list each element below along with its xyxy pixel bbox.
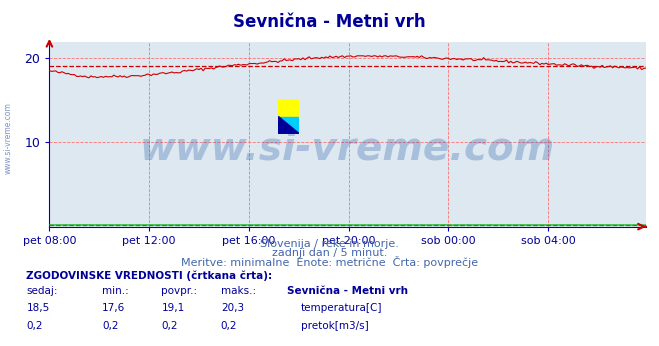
- Text: 18,5: 18,5: [26, 303, 49, 313]
- Text: min.:: min.:: [102, 286, 129, 296]
- Polygon shape: [278, 99, 299, 117]
- Text: 0,2: 0,2: [26, 321, 43, 331]
- Text: maks.:: maks.:: [221, 286, 256, 296]
- Text: zadnji dan / 5 minut.: zadnji dan / 5 minut.: [272, 248, 387, 258]
- Text: 19,1: 19,1: [161, 303, 185, 313]
- Text: pretok[m3/s]: pretok[m3/s]: [301, 321, 369, 331]
- Text: 0,2: 0,2: [102, 321, 119, 331]
- Text: Slovenija / reke in morje.: Slovenija / reke in morje.: [260, 239, 399, 249]
- Polygon shape: [278, 117, 299, 134]
- Text: Sevnična - Metni vrh: Sevnična - Metni vrh: [287, 286, 408, 296]
- Text: sedaj:: sedaj:: [26, 286, 58, 296]
- Text: 17,6: 17,6: [102, 303, 125, 313]
- Text: www.si-vreme.com: www.si-vreme.com: [4, 102, 13, 174]
- Text: ZGODOVINSKE VREDNOSTI (črtkana črta):: ZGODOVINSKE VREDNOSTI (črtkana črta):: [26, 270, 272, 281]
- Text: Sevnična - Metni vrh: Sevnična - Metni vrh: [233, 13, 426, 31]
- Text: www.si-vreme.com: www.si-vreme.com: [140, 130, 556, 168]
- Text: 20,3: 20,3: [221, 303, 244, 313]
- Text: temperatura[C]: temperatura[C]: [301, 303, 383, 313]
- Polygon shape: [278, 117, 299, 134]
- Text: povpr.:: povpr.:: [161, 286, 198, 296]
- Text: 0,2: 0,2: [161, 321, 178, 331]
- Text: 0,2: 0,2: [221, 321, 237, 331]
- Text: Meritve: minimalne  Enote: metrične  Črta: povprečje: Meritve: minimalne Enote: metrične Črta:…: [181, 256, 478, 268]
